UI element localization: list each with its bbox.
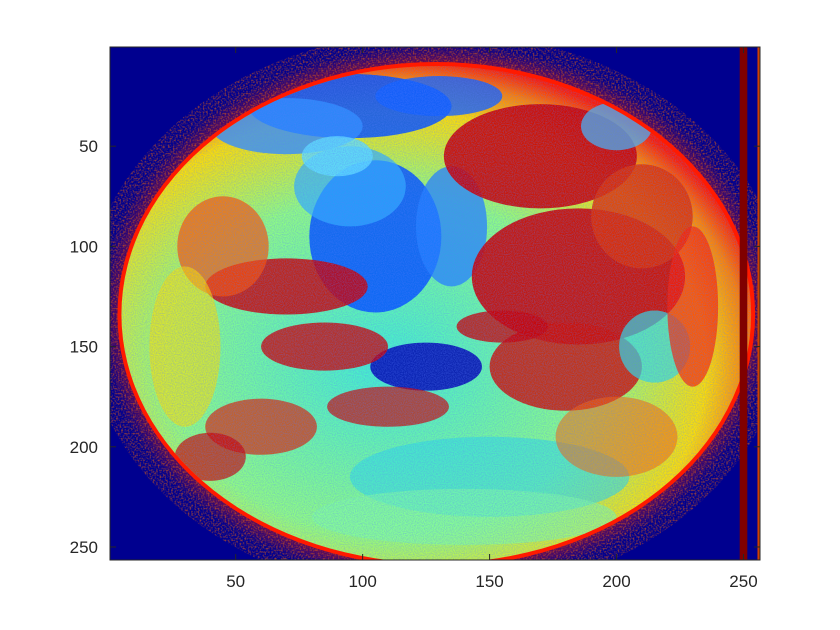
y-tick-label: 100 <box>70 237 98 256</box>
x-tick-label: 250 <box>729 572 757 591</box>
heatmap-image <box>110 47 760 560</box>
cloud-features <box>121 66 752 560</box>
strip-edge <box>757 47 760 560</box>
x-axis: 50 100 150 200 250 <box>226 47 758 591</box>
y-tick-label: 150 <box>70 338 98 357</box>
x-tick-label: 200 <box>602 572 630 591</box>
x-tick-label: 50 <box>226 572 245 591</box>
y-tick-label: 250 <box>70 538 98 557</box>
strip-dark-red <box>739 47 748 560</box>
y-axis: 50 100 150 200 250 <box>70 137 760 557</box>
disk-texture <box>121 66 752 560</box>
y-tick-label: 200 <box>70 438 98 457</box>
x-tick-label: 100 <box>348 572 376 591</box>
y-tick-label: 50 <box>79 137 98 156</box>
axes-frame <box>109 46 761 561</box>
x-tick-label: 150 <box>475 572 503 591</box>
edge-strip <box>739 47 760 560</box>
